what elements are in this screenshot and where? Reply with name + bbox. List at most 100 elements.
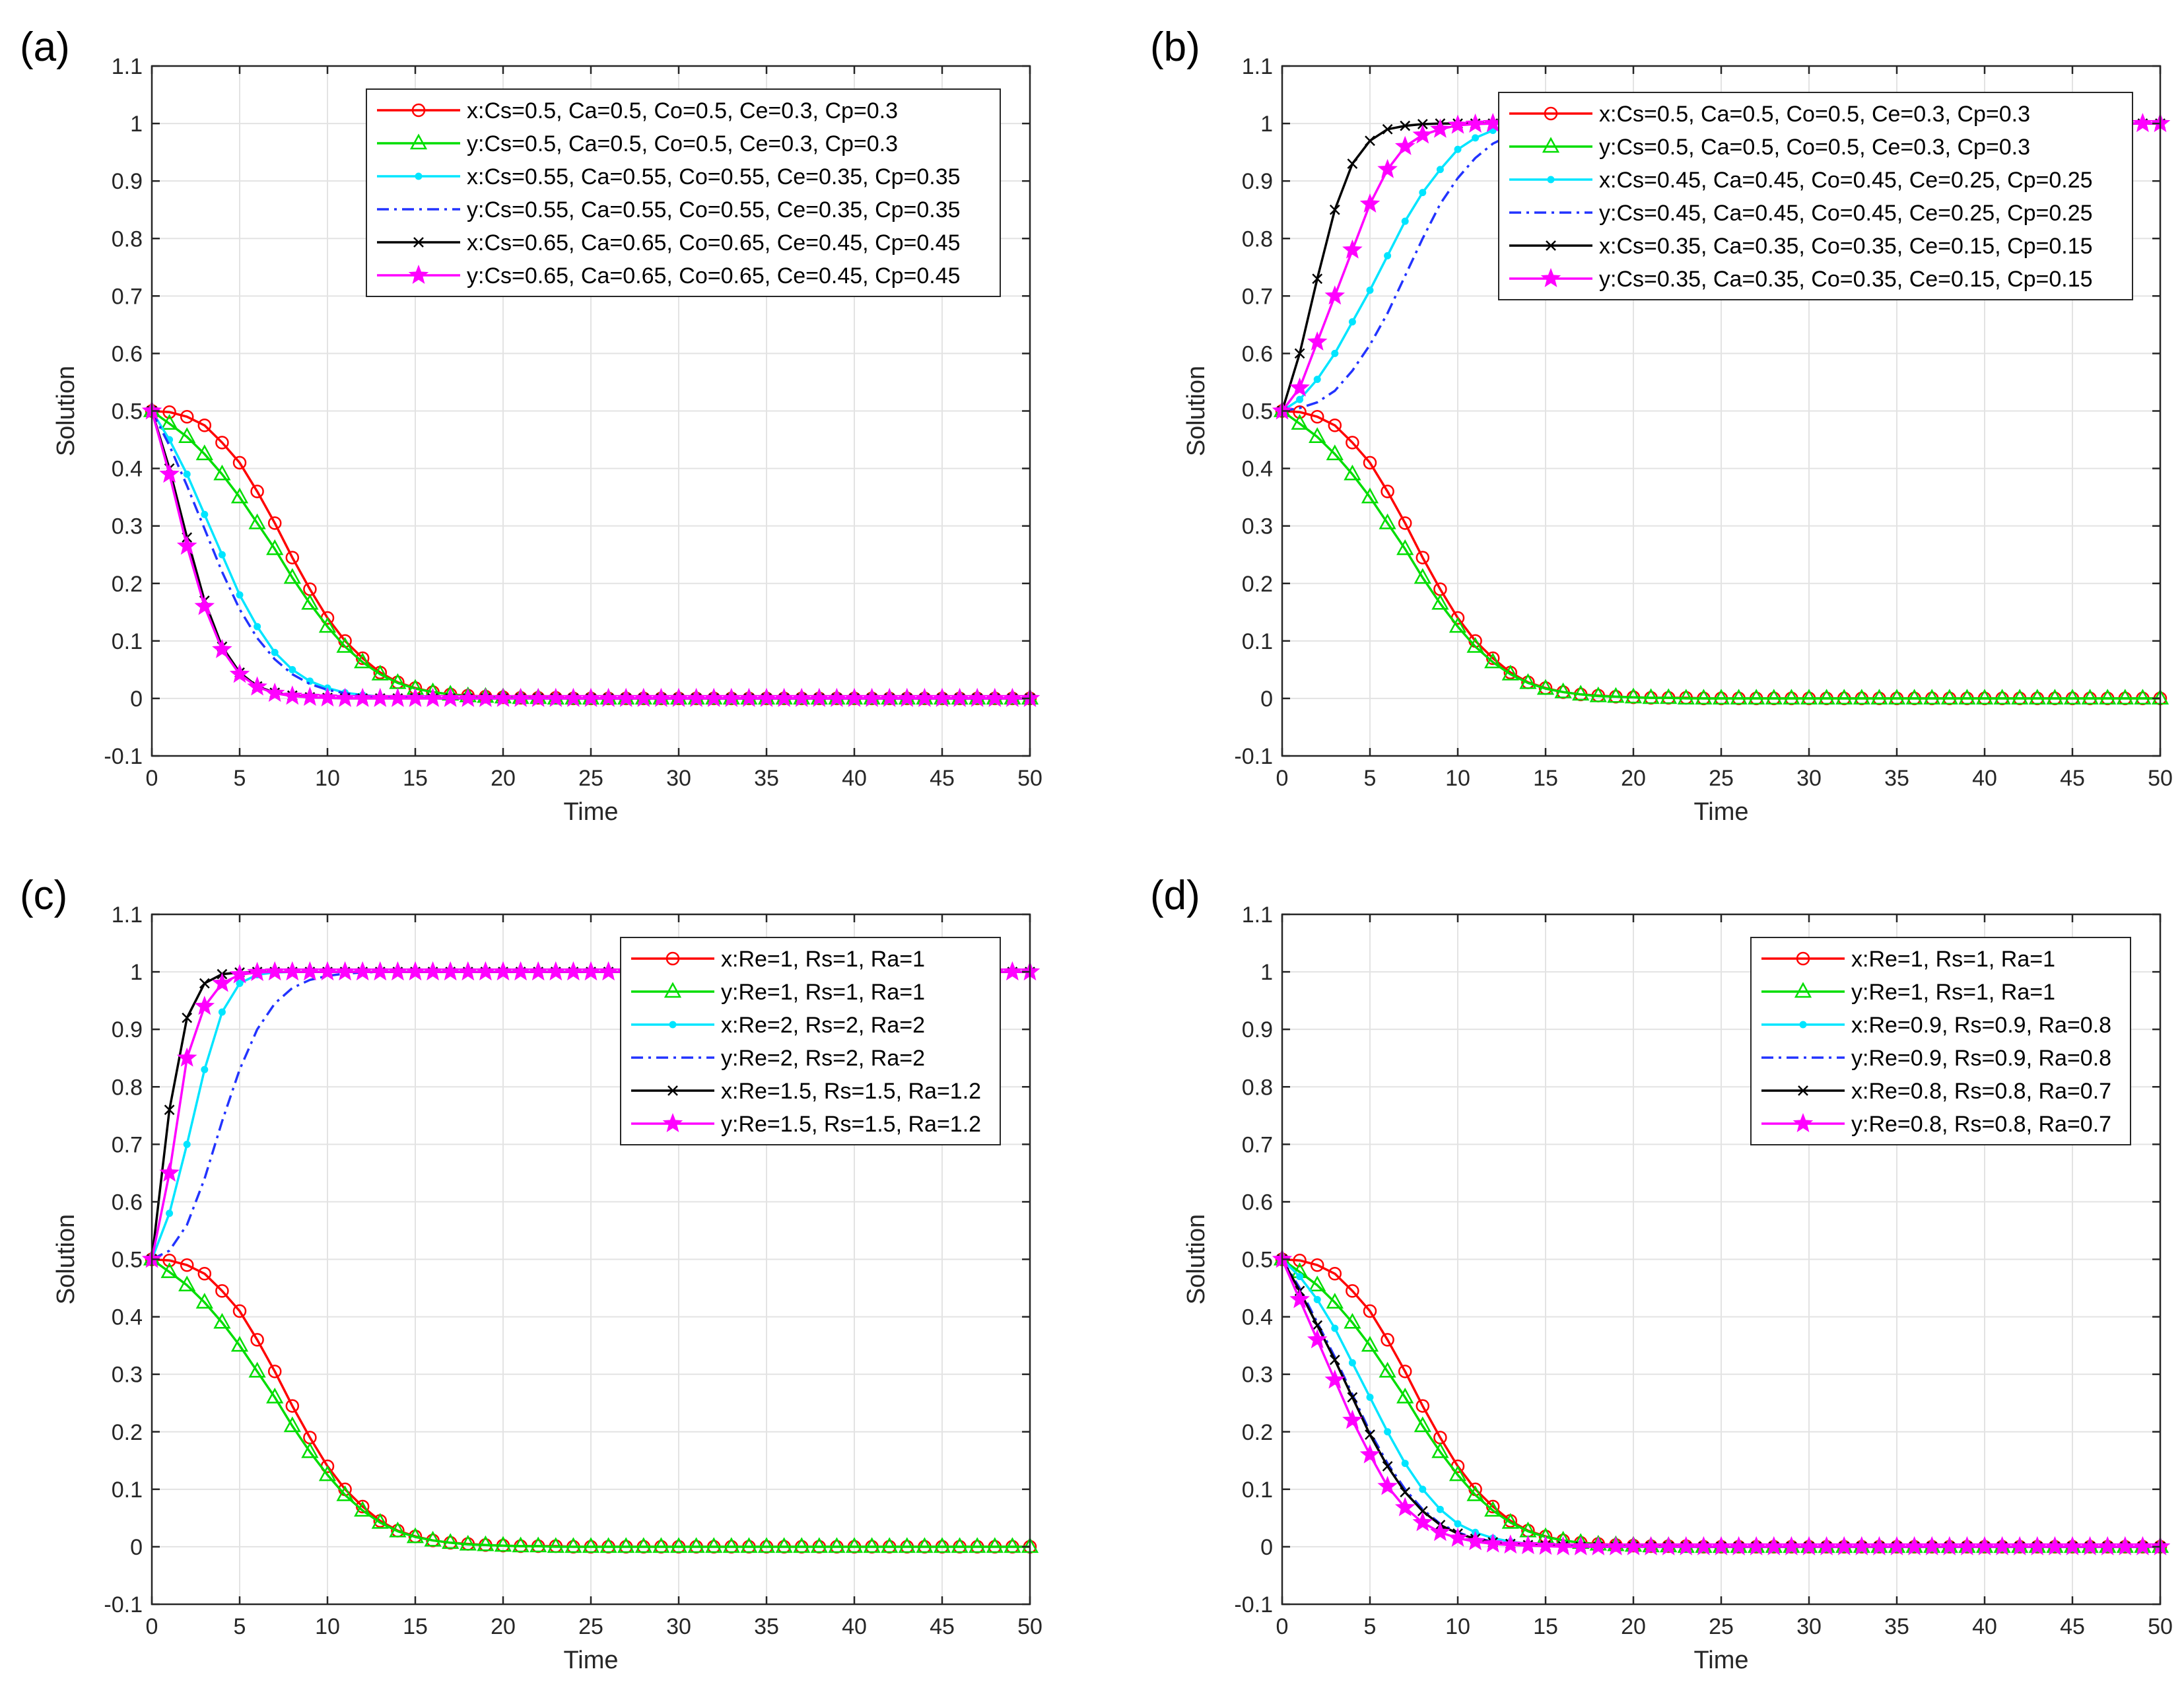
data-point (266, 1387, 284, 1404)
y-tick-label: 0.3 (1242, 514, 1273, 539)
x-tick-label: 25 (1709, 766, 1734, 791)
data-point (898, 1537, 916, 1553)
data-point (529, 1536, 547, 1553)
data-point (703, 687, 724, 707)
data-point (180, 1258, 194, 1272)
y-tick-label: 0.7 (1242, 284, 1273, 309)
y-tick-label: 0.1 (1242, 1477, 1273, 1503)
data-point (705, 1537, 723, 1553)
data-point (1484, 652, 1502, 669)
data-point (756, 687, 777, 707)
data-point (285, 551, 300, 564)
data-point (1293, 405, 1307, 419)
legend-item-2: y:Cs=0.5, Ca=0.5, Co=0.5, Ce=0.3, Cp=0.3 (377, 131, 898, 156)
data-point (300, 687, 320, 706)
y-tick-label: -0.1 (104, 744, 143, 769)
data-point (1329, 204, 1340, 215)
legend-label: x:Cs=0.5, Ca=0.5, Co=0.5, Ce=0.3, Cp=0.3 (467, 98, 898, 123)
data-point (166, 1209, 174, 1217)
data-point (250, 485, 264, 498)
data-point (232, 1304, 247, 1318)
data-point (1329, 1355, 1340, 1365)
data-point (1693, 1536, 1714, 1555)
data-point (1430, 118, 1450, 138)
data-point (1328, 1267, 1342, 1281)
data-point (493, 687, 514, 707)
y-tick-label: 0 (1260, 1535, 1273, 1560)
data-point (897, 687, 918, 707)
y-tick-label: 0.3 (112, 514, 143, 539)
data-point (335, 961, 355, 981)
data-point (1570, 1536, 1591, 1555)
legend-item-6: y:Cs=0.65, Ca=0.65, Co=0.65, Ce=0.45, Cp… (377, 263, 961, 289)
data-point (1695, 689, 1713, 705)
data-point (1975, 689, 1994, 705)
data-point (354, 1501, 372, 1517)
data-point (845, 1537, 864, 1553)
data-point (1366, 1394, 1374, 1401)
data-point (1400, 120, 1411, 131)
data-point (1363, 1304, 1377, 1318)
data-point (230, 487, 249, 504)
chart-panel-4: 0 5 10 15 20 25 30 35 40 45 50-0.100.10.20.30.40.5… (1150, 873, 2173, 1674)
data-point (282, 685, 303, 705)
legend-marker (413, 237, 424, 248)
legend: x:Re=1, Rs=1, Ra=1 y:Re=1, Rs=1, Ra=1 x:Re… (620, 937, 1001, 1145)
y-tick-label: 0.8 (112, 1075, 143, 1100)
data-point (160, 414, 178, 430)
data-point (1313, 1295, 1321, 1303)
y-tick-label: 1 (130, 112, 143, 137)
data-point (1324, 285, 1346, 305)
data-point (215, 436, 229, 450)
data-point (1294, 348, 1305, 359)
data-point (264, 683, 285, 702)
data-point (2133, 113, 2153, 133)
x-tick-label: 15 (403, 1614, 428, 1639)
data-point (1501, 664, 1519, 681)
data-point (598, 961, 619, 981)
data-point (183, 1140, 191, 1148)
series-group (1272, 1248, 2171, 1555)
data-point (271, 648, 279, 656)
legend-item-6: y:Cs=0.35, Ca=0.35, Co=0.35, Ce=0.15, Cp… (1509, 267, 2093, 292)
legend-item-1: x:Re=1, Rs=1, Ra=1 (1761, 947, 2055, 972)
legend-marker (664, 982, 682, 998)
data-point (793, 1537, 811, 1553)
data-point (1958, 689, 1976, 705)
data-point (212, 972, 232, 992)
data-point (652, 1537, 670, 1553)
data-point (1324, 1369, 1346, 1389)
data-point (213, 1312, 231, 1329)
y-tick-label: 0.7 (1242, 1132, 1273, 1157)
data-point (301, 1442, 319, 1458)
data-point (986, 1537, 1004, 1553)
data-point (1348, 1359, 1356, 1367)
data-point (1382, 1461, 1393, 1472)
data-point (352, 687, 373, 707)
data-point (370, 961, 391, 981)
legend-item-5: x:Cs=0.35, Ca=0.35, Co=0.35, Ce=0.15, Cp… (1509, 234, 2093, 259)
data-point (528, 961, 549, 981)
data-point (1361, 1336, 1379, 1352)
legend-label: y:Cs=0.45, Ca=0.45, Co=0.45, Ce=0.25, Cp… (1599, 201, 2093, 226)
legend-marker (1544, 106, 1558, 121)
data-point (1414, 568, 1431, 584)
y-tick-label: 0 (130, 687, 143, 712)
legend-marker (1547, 176, 1555, 184)
data-point (1293, 1253, 1307, 1268)
legend-marker (408, 264, 429, 284)
x-tick-label: 15 (1533, 766, 1558, 791)
x-tick-label: 20 (1621, 766, 1646, 791)
data-point (1326, 444, 1344, 461)
x-tick-label: 45 (2060, 766, 2085, 791)
data-point (1728, 1536, 1749, 1555)
data-point (1606, 1536, 1626, 1555)
data-point (1519, 673, 1537, 689)
data-point (1923, 689, 1941, 705)
y-tick-label: 0 (130, 1535, 143, 1560)
data-point (2115, 1536, 2136, 1555)
x-tick-label: 20 (491, 1614, 516, 1639)
data-point (318, 1465, 337, 1481)
data-point (1396, 539, 1414, 555)
data-point (933, 1537, 951, 1553)
